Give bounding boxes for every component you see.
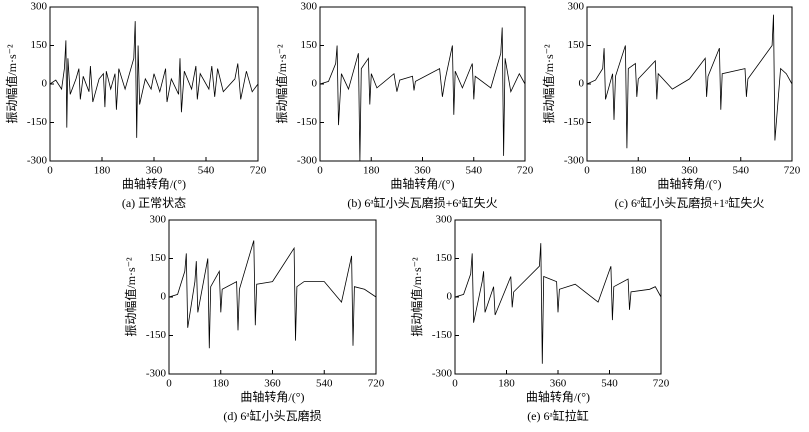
y-tick-label: 150 [31, 39, 48, 51]
x-tick-label: 360 [550, 378, 567, 390]
y-axis-label: 振动幅值/m·s⁻² [123, 257, 138, 337]
y-tick-label: 150 [436, 252, 453, 264]
x-tick-label: 540 [466, 165, 483, 177]
y-tick-label: -300 [432, 368, 453, 380]
plot-frame [49, 6, 259, 162]
x-tick-label: 720 [250, 165, 267, 177]
y-tick-label: -150 [146, 329, 167, 341]
plot-frame [454, 219, 662, 375]
x-tick-label: 0 [452, 378, 458, 390]
x-tick-label: 720 [653, 378, 670, 390]
x-tick-label: 0 [166, 378, 172, 390]
y-tick-label: 0 [447, 291, 453, 303]
y-tick-label: -300 [297, 155, 318, 167]
y-tick-label: 300 [150, 214, 167, 226]
x-tick-label: 540 [198, 165, 215, 177]
y-tick-label: 300 [436, 214, 453, 226]
caption: (d) 6ᵃ缸小头瓦磨损 [223, 408, 321, 423]
y-tick-label: -150 [27, 116, 48, 128]
plot-frame [319, 6, 526, 162]
y-tick-label: 0 [312, 78, 318, 90]
y-tick-label: 0 [161, 291, 167, 303]
y-tick-label: -300 [146, 368, 167, 380]
y-axis-label: 振动幅值/m·s⁻² [4, 44, 19, 124]
x-axis-label: 曲轴转角/(°) [526, 389, 590, 404]
x-tick-label: 0 [317, 165, 323, 177]
x-tick-label: 180 [94, 165, 111, 177]
y-tick-label: -300 [564, 155, 585, 167]
y-axis-label: 振动幅值/m·s⁻² [541, 44, 556, 124]
y-tick-label: -150 [564, 116, 585, 128]
y-tick-label: 0 [579, 78, 585, 90]
y-tick-label: 150 [150, 252, 167, 264]
x-tick-label: 360 [414, 165, 431, 177]
x-axis-label: 曲轴转角/(°) [240, 389, 304, 404]
x-tick-label: 720 [517, 165, 534, 177]
y-tick-label: -150 [432, 329, 453, 341]
x-tick-label: 0 [47, 165, 53, 177]
signal-line [319, 27, 526, 162]
x-tick-label: 720 [784, 165, 801, 177]
y-tick-label: 150 [301, 39, 318, 51]
x-tick-label: 360 [264, 378, 281, 390]
signal-line [49, 21, 259, 138]
y-tick-label: 300 [568, 1, 585, 13]
x-tick-label: 180 [630, 165, 647, 177]
signal-line [586, 14, 793, 149]
caption: (e) 6ᵃ缸拉缸 [527, 408, 589, 423]
x-tick-label: 180 [363, 165, 380, 177]
plot-frame [168, 219, 377, 375]
x-axis-label: 曲轴转角/(°) [390, 176, 454, 191]
x-tick-label: 360 [681, 165, 698, 177]
plot-frame [586, 6, 793, 162]
signal-line [454, 243, 662, 364]
caption: (c) 6ᵃ缸小头瓦磨损+1ᵃ缸失火 [615, 195, 765, 210]
y-tick-label: 0 [42, 78, 48, 90]
x-tick-label: 180 [498, 378, 515, 390]
y-tick-label: 300 [301, 1, 318, 13]
y-tick-label: -150 [297, 116, 318, 128]
y-axis-label: 振动幅值/m·s⁻² [409, 257, 424, 337]
y-tick-label: -300 [27, 155, 48, 167]
signal-line [168, 240, 377, 349]
x-tick-label: 720 [368, 378, 385, 390]
x-tick-label: 540 [733, 165, 750, 177]
y-tick-label: 300 [31, 1, 48, 13]
caption: (a) 正常状态 [122, 196, 186, 210]
x-tick-label: 360 [146, 165, 163, 177]
x-tick-label: 540 [601, 378, 618, 390]
x-tick-label: 0 [584, 165, 590, 177]
y-tick-label: 150 [568, 39, 585, 51]
caption: (b) 6ᵃ缸小头瓦磨损+6ᵃ缸失火 [347, 195, 497, 210]
x-axis-label: 曲轴转角/(°) [122, 176, 186, 191]
x-tick-label: 540 [316, 378, 333, 390]
y-axis-label: 振动幅值/m·s⁻² [274, 44, 289, 124]
x-axis-label: 曲轴转角/(°) [657, 176, 721, 191]
x-tick-label: 180 [213, 378, 230, 390]
